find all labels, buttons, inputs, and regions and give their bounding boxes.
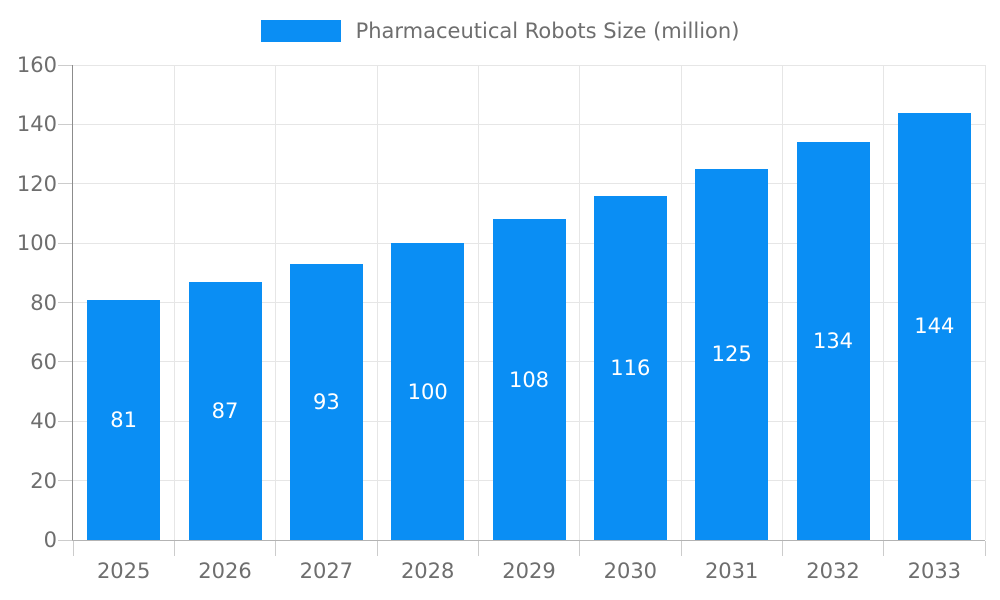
- bar-2029: 108: [492, 219, 566, 540]
- bar-value: 116: [610, 355, 651, 380]
- y-axis-line: [72, 65, 73, 541]
- x-tick: [781, 541, 783, 556]
- bar-value: 108: [508, 367, 550, 392]
- bar-value: 81: [110, 407, 138, 432]
- y-axis-label: 0: [43, 528, 57, 552]
- y-tick: [58, 64, 72, 66]
- h-gridline: [73, 183, 985, 185]
- y-tick: [58, 242, 72, 244]
- bar-2028: 100: [391, 243, 465, 540]
- x-axis-label: 2030: [603, 559, 658, 583]
- y-axis-label: 140: [16, 112, 57, 137]
- y-axis-label: 160: [16, 53, 57, 77]
- x-tick: [173, 541, 175, 556]
- bar-2027: 93: [289, 263, 363, 540]
- y-axis-label: 80: [30, 290, 57, 315]
- x-axis-label: 2027: [299, 559, 354, 583]
- x-axis-label: 2029: [502, 559, 556, 583]
- bar-value: 93: [312, 389, 340, 414]
- y-axis-label: 120: [16, 171, 57, 196]
- x-axis-label: 2026: [198, 559, 252, 583]
- y-axis-label: 60: [30, 349, 57, 374]
- h-gridline: [73, 123, 985, 125]
- v-gridline: [680, 65, 682, 540]
- chart-legend: Pharmaceutical Robots Size (million): [0, 18, 1000, 44]
- v-gridline: [781, 65, 783, 540]
- bar-2025: 81: [87, 299, 161, 540]
- bar-value: 144: [914, 314, 955, 339]
- v-gridline: [883, 65, 885, 540]
- v-gridline: [173, 65, 175, 540]
- v-gridline: [376, 65, 378, 540]
- bar-2026: 87: [188, 281, 262, 540]
- x-tick: [680, 541, 682, 556]
- bar-value: 134: [812, 329, 854, 354]
- y-axis-label: 100: [16, 231, 57, 256]
- y-tick: [58, 183, 72, 185]
- bar-2031: 125: [695, 168, 769, 540]
- y-tick: [58, 480, 72, 482]
- x-tick: [984, 541, 986, 556]
- h-gridline: [73, 64, 985, 66]
- y-axis-label: 20: [30, 468, 57, 493]
- x-axis-line: [72, 540, 985, 541]
- v-gridline: [579, 65, 581, 540]
- x-tick: [275, 541, 277, 556]
- x-tick: [72, 541, 74, 556]
- y-axis-label: 40: [30, 409, 57, 434]
- legend-swatch: [260, 20, 341, 42]
- y-tick: [58, 361, 72, 363]
- x-axis-label: 2032: [806, 559, 860, 583]
- bar-value: 100: [407, 379, 448, 404]
- y-tick: [58, 420, 72, 422]
- x-axis-label: 2025: [96, 559, 151, 583]
- plot-area: 81 87 93 100 108 116 125 134 144 0 20 40 60 80 100 120…: [17, 53, 986, 583]
- y-tick: [58, 302, 72, 303]
- bar-value: 125: [711, 342, 752, 367]
- x-axis-label: 2033: [907, 559, 962, 583]
- x-axis-label: 2028: [400, 559, 455, 583]
- v-gridline: [984, 65, 986, 540]
- bar-2032: 134: [796, 142, 870, 540]
- x-tick: [477, 541, 479, 556]
- x-axis-label: 2031: [704, 559, 759, 583]
- x-tick: [883, 541, 885, 556]
- y-tick: [58, 539, 72, 541]
- v-gridline: [477, 65, 479, 540]
- x-tick: [579, 541, 581, 556]
- v-gridline: [275, 65, 277, 540]
- y-tick: [58, 123, 72, 125]
- bar-2030: 116: [593, 195, 667, 540]
- x-tick: [376, 541, 378, 556]
- legend-item[interactable]: Pharmaceutical Robots Size (million): [260, 18, 740, 44]
- legend-label: Pharmaceutical Robots Size (million): [355, 19, 740, 43]
- bar-value: 87: [211, 398, 239, 423]
- bar-2033: 144: [897, 112, 971, 540]
